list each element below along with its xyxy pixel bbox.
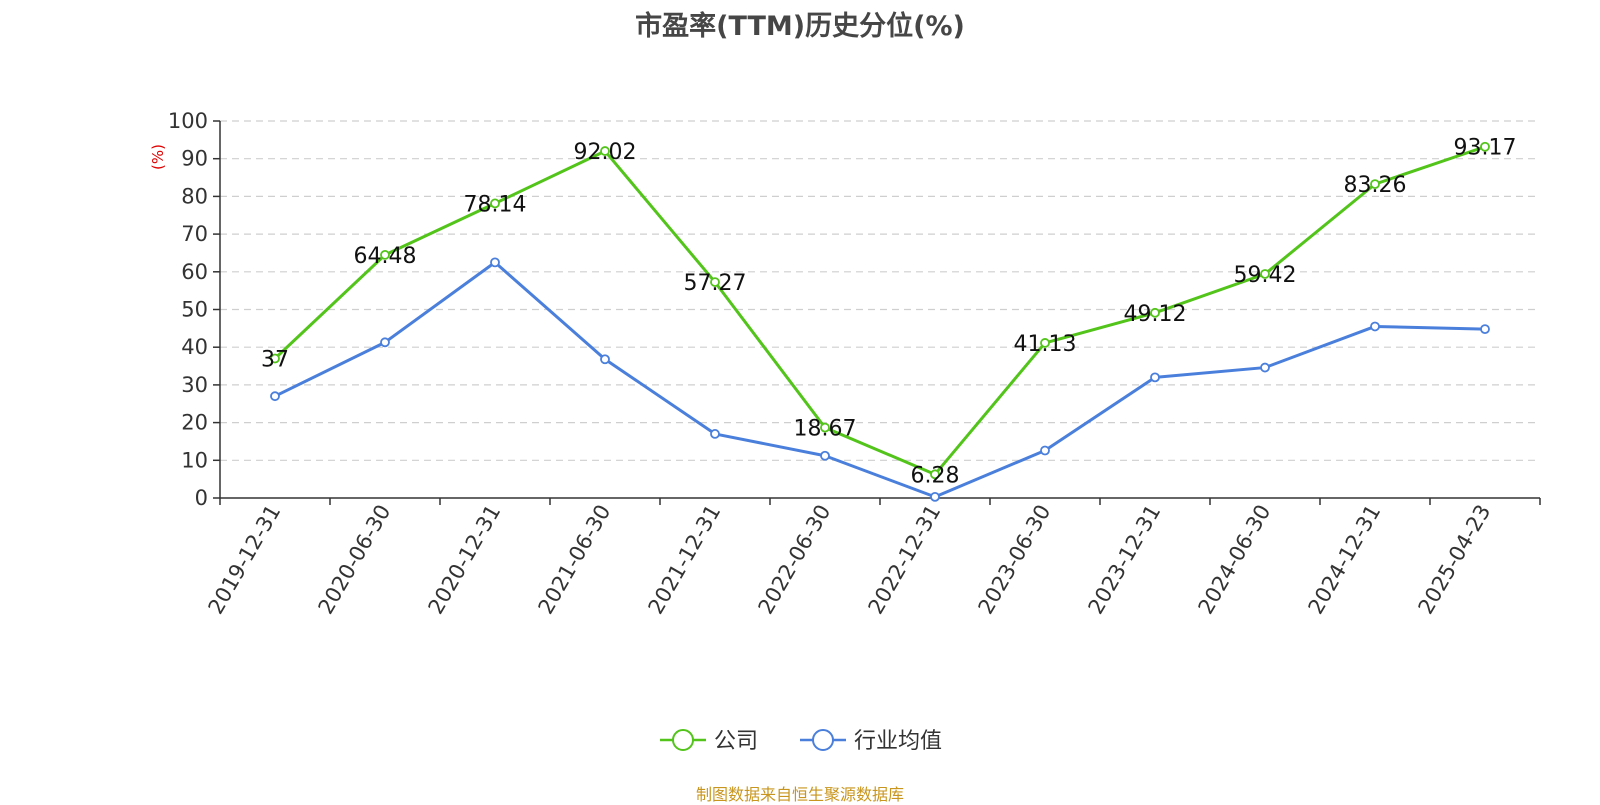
series-line	[274, 260, 1486, 499]
legend-label: 行业均值	[854, 729, 942, 754]
data-point	[1150, 372, 1160, 383]
x-tick-label: 2023-12-31	[1084, 501, 1166, 619]
y-tick-label: 90	[181, 147, 208, 171]
x-tick-label: 2024-06-30	[1194, 501, 1276, 619]
y-tick-label: 80	[181, 184, 208, 208]
data-point	[1480, 324, 1490, 335]
x-tick-label: 2020-12-31	[424, 501, 506, 619]
y-tick-label: 0	[195, 486, 208, 510]
data-point	[1040, 338, 1050, 348]
x-tick-label: 2021-12-31	[644, 501, 726, 619]
y-tick-label: 50	[181, 298, 208, 322]
data-point	[380, 337, 390, 348]
data-label: 92.02	[574, 140, 637, 165]
data-point	[380, 250, 390, 260]
y-tick-label: 20	[181, 411, 208, 435]
data-point	[1260, 269, 1270, 279]
x-tick-label: 2020-06-30	[314, 501, 396, 619]
data-point	[490, 198, 500, 209]
series-line	[273, 145, 1486, 476]
x-tick-label: 2022-06-30	[754, 501, 836, 619]
legend-marker	[672, 729, 694, 751]
x-tick-label: 2025-04-23	[1414, 501, 1496, 619]
data-point	[1260, 362, 1270, 373]
x-tick-label: 2019-12-31	[204, 501, 286, 619]
data-point	[270, 391, 280, 402]
data-label: 6.28	[911, 463, 960, 488]
data-label: 93.17	[1454, 136, 1517, 161]
x-tick-label: 2022-12-31	[864, 501, 946, 619]
chart-title: 市盈率(TTM)历史分位(%)	[635, 11, 965, 42]
x-tick-label: 2021-06-30	[534, 501, 616, 619]
data-point	[1040, 445, 1050, 456]
legend-marker	[812, 729, 834, 751]
y-axis-label: (%)	[149, 144, 167, 170]
data-point	[1480, 141, 1490, 152]
source-footer: 制图数据来自恒生聚源数据库	[695, 785, 904, 804]
data-point	[1370, 179, 1380, 190]
data-point	[930, 491, 940, 502]
data-label: 37	[261, 348, 289, 373]
y-tick-label: 30	[181, 373, 208, 397]
data-point	[600, 146, 610, 156]
data-label: 57.27	[684, 271, 747, 296]
y-tick-label: 10	[181, 448, 208, 472]
data-point	[490, 257, 500, 268]
data-point	[820, 422, 830, 433]
data-point	[1150, 307, 1160, 318]
data-point	[710, 429, 720, 439]
y-tick-label: 100	[168, 109, 208, 133]
y-tick-label: 70	[181, 222, 208, 246]
data-label: 83.26	[1344, 173, 1407, 198]
data-label: 49.12	[1124, 302, 1187, 327]
data-point	[270, 353, 280, 364]
legend-label: 公司	[714, 729, 758, 754]
data-label: 59.42	[1234, 263, 1297, 288]
data-point	[1370, 321, 1380, 332]
data-point	[710, 277, 720, 287]
y-tick-label: 60	[181, 260, 208, 284]
x-tick-label: 2023-06-30	[974, 501, 1056, 619]
data-label: 18.67	[794, 417, 857, 442]
data-point	[820, 450, 830, 461]
data-point	[930, 469, 940, 480]
data-label: 78.14	[464, 192, 527, 217]
data-point	[600, 354, 610, 365]
y-tick-label: 40	[181, 335, 208, 359]
data-label: 41.13	[1014, 332, 1077, 357]
data-label: 64.48	[354, 244, 417, 269]
x-tick-label: 2024-12-31	[1304, 501, 1386, 619]
